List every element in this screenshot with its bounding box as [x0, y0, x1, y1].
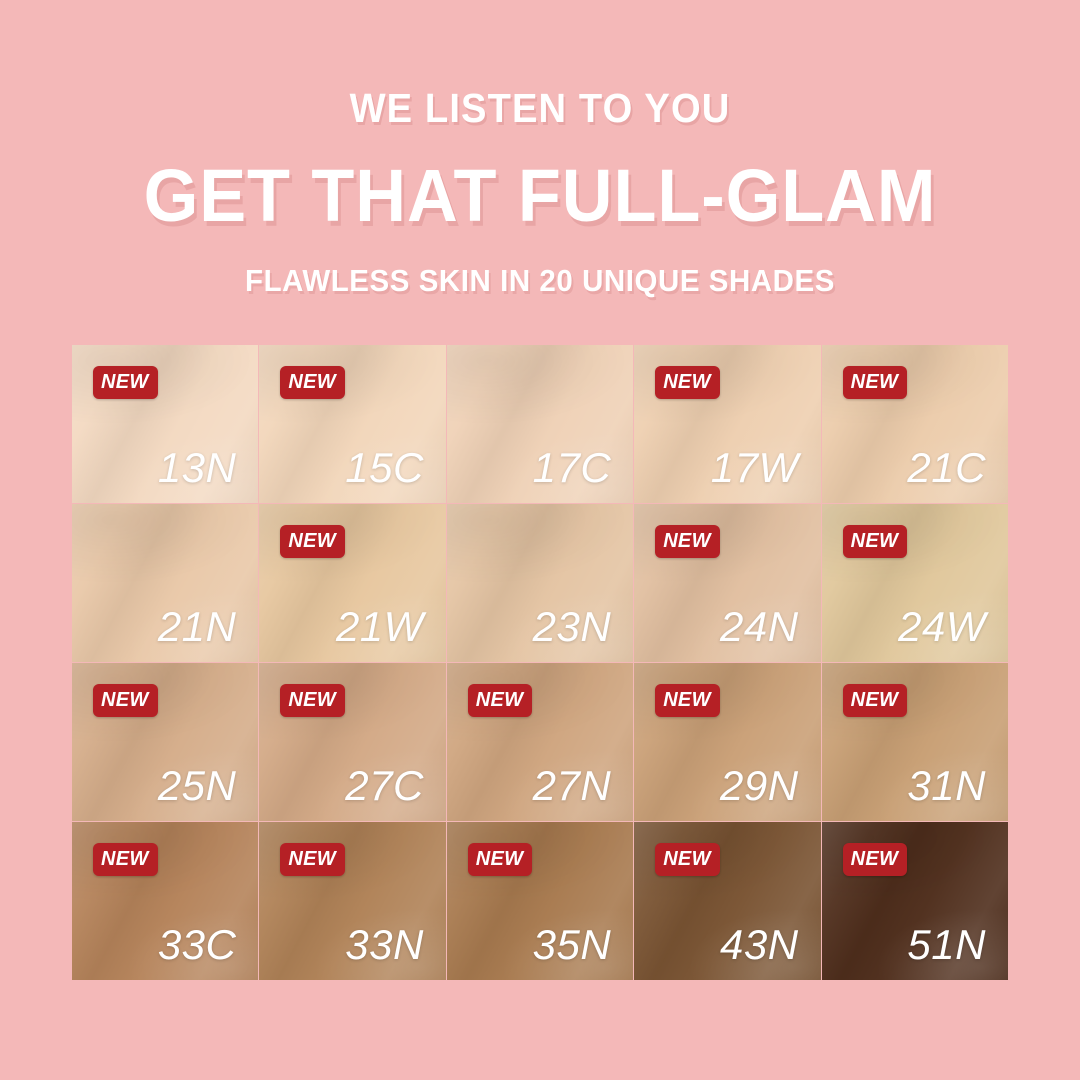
page-title: GET THAT FULL-GLAM [143, 154, 937, 237]
new-badge: NEW [842, 525, 908, 558]
shade-swatch[interactable]: NEW 33N [259, 822, 446, 980]
kicker-text: WE LISTEN TO YOU [349, 85, 731, 131]
subtitle-text: FLAWLESS SKIN IN 20 UNIQUE SHADES [245, 263, 835, 298]
shade-swatch[interactable]: NEW 27C [259, 663, 446, 821]
shade-swatch[interactable]: NEW 27N [446, 663, 634, 821]
shade-swatch[interactable]: NEW 25N [72, 663, 259, 821]
shade-code-label: 33N [345, 921, 424, 968]
shade-swatch[interactable]: 23N [446, 504, 634, 662]
new-badge: NEW [467, 684, 533, 717]
new-badge: NEW [842, 684, 908, 717]
shade-swatch[interactable]: NEW 13N [72, 345, 259, 503]
new-badge: NEW [655, 366, 720, 399]
shade-swatch[interactable]: NEW 21W [259, 504, 446, 662]
new-badge: NEW [842, 366, 908, 399]
shade-code-label: 33C [157, 921, 237, 968]
new-badge: NEW [655, 525, 720, 558]
promo-heading-block: WE LISTEN TO YOU GET THAT FULL-GLAM FLAW… [0, 0, 1080, 298]
new-badge: NEW [280, 366, 345, 399]
shade-swatch[interactable]: NEW 43N [634, 822, 821, 980]
shade-swatch[interactable]: NEW 24W [821, 504, 1008, 662]
shade-code-label: 24N [720, 603, 799, 650]
new-badge: NEW [93, 366, 158, 399]
new-badge: NEW [93, 684, 158, 717]
new-badge: NEW [467, 843, 533, 876]
new-badge: NEW [280, 525, 345, 558]
shade-code-label: 15C [345, 444, 424, 491]
shade-code-label: 13N [157, 444, 237, 491]
shade-code-label: 17W [710, 444, 799, 491]
shade-swatch[interactable]: NEW 51N [821, 822, 1008, 980]
new-badge: NEW [842, 843, 908, 876]
shade-code-label: 29N [720, 762, 799, 809]
shade-code-label: 43N [720, 921, 799, 968]
shade-code-label: 17C [532, 444, 612, 491]
shade-code-label: 51N [907, 921, 986, 968]
shade-code-label: 23N [532, 603, 612, 650]
shade-swatch[interactable]: NEW 24N [634, 504, 821, 662]
shade-code-label: 25N [157, 762, 237, 809]
shade-swatch[interactable]: 21N [72, 504, 259, 662]
shade-code-label: 35N [532, 921, 612, 968]
new-badge: NEW [280, 684, 345, 717]
shade-code-label: 21N [157, 603, 237, 650]
shade-code-label: 21W [335, 603, 424, 650]
shade-swatch[interactable]: NEW 33C [72, 822, 259, 980]
shade-swatch[interactable]: NEW 17W [634, 345, 821, 503]
shade-code-label: 31N [907, 762, 986, 809]
shade-swatch[interactable]: NEW 15C [259, 345, 446, 503]
new-badge: NEW [655, 684, 720, 717]
shade-swatch[interactable]: NEW 31N [821, 663, 1008, 821]
shade-swatch-grid: NEW 13N NEW 15C 17C NEW 17W NEW 21C 21N NEW 21W 23N N… [72, 345, 1008, 980]
new-badge: NEW [93, 843, 158, 876]
shade-swatch[interactable]: NEW 35N [446, 822, 634, 980]
shade-swatch[interactable]: NEW 21C [821, 345, 1008, 503]
shade-swatch[interactable]: 17C [446, 345, 634, 503]
shade-code-label: 21C [907, 444, 986, 491]
new-badge: NEW [280, 843, 345, 876]
new-badge: NEW [655, 843, 720, 876]
shade-code-label: 27N [532, 762, 612, 809]
shade-swatch[interactable]: NEW 29N [634, 663, 821, 821]
shade-code-label: 27C [345, 762, 424, 809]
shade-code-label: 24W [898, 603, 986, 650]
